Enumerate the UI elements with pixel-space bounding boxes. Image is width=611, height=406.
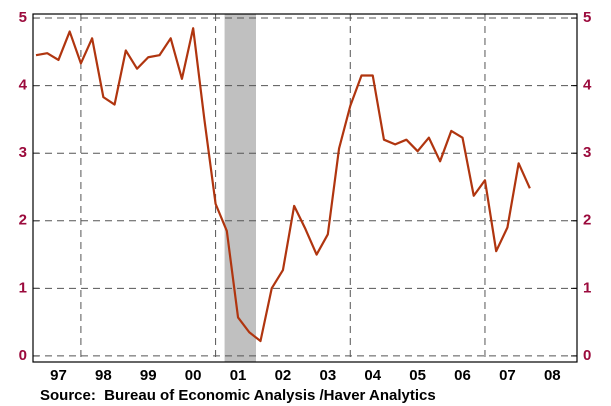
x-tick-label: 99 <box>140 367 157 384</box>
x-tick-label: 06 <box>454 367 471 384</box>
recession-shade <box>224 14 256 362</box>
y-tick-label: 3 <box>19 144 27 161</box>
y2-tick-label: 4 <box>583 77 592 94</box>
x-tick-label: 04 <box>364 367 381 384</box>
y2-tick-label: 5 <box>583 9 591 26</box>
x-tick-label: 08 <box>544 367 561 384</box>
y2-tick-label: 1 <box>583 279 591 296</box>
y2-tick-label: 2 <box>583 212 591 229</box>
y2-tick-label: 3 <box>583 144 591 161</box>
source: Source: Bureau of Economic Analysis /Hav… <box>40 387 436 404</box>
y-tick-label: 5 <box>19 9 27 26</box>
plot-frame <box>32 13 578 363</box>
y2-tick-label: 0 <box>583 347 591 364</box>
x-tick-label: 07 <box>499 367 516 384</box>
y-tick-label: 4 <box>19 77 28 94</box>
x-tick-label: 00 <box>185 367 202 384</box>
data-line <box>35 27 531 343</box>
y-tick-label: 1 <box>19 279 27 296</box>
y-tick-label: 0 <box>19 347 27 364</box>
x-tick-label: 02 <box>275 367 292 384</box>
x-tick-label: 01 <box>230 367 247 384</box>
x-tick-label: 98 <box>95 367 112 384</box>
x-tick-label: 97 <box>50 367 67 384</box>
y-tick-label: 2 <box>19 212 27 229</box>
x-tick-label: 03 <box>319 367 336 384</box>
x-tick-label: 05 <box>409 367 426 384</box>
